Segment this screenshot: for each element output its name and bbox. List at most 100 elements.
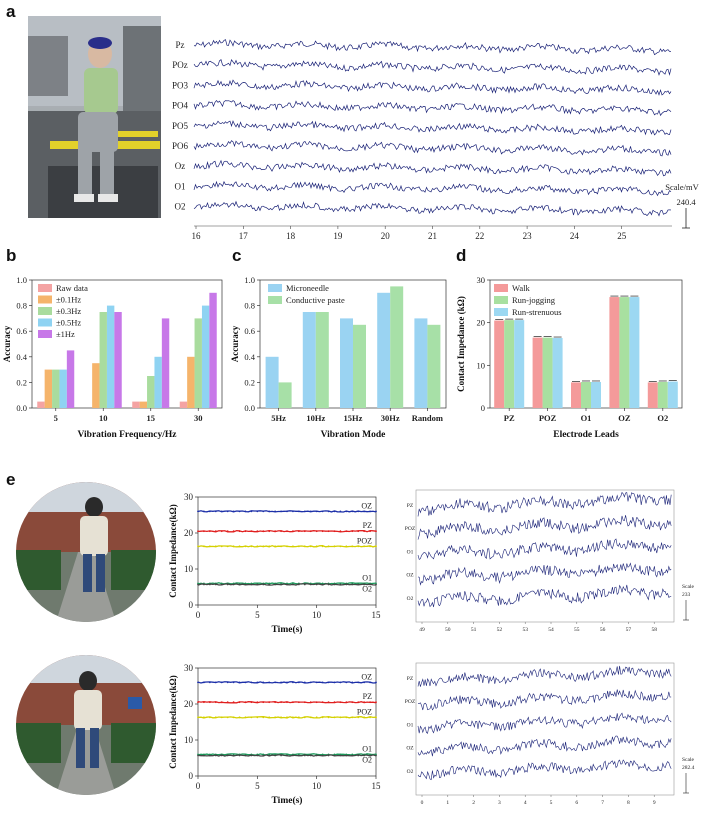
series-point-oz [363, 510, 366, 513]
series-point-pz [357, 530, 360, 533]
series-point-oz [220, 510, 223, 513]
bar-03hz-5 [52, 369, 60, 408]
legend-swatch [38, 318, 52, 327]
series-point-o2 [268, 754, 271, 757]
series-point-pz [303, 701, 306, 704]
series-point-oz [256, 510, 259, 513]
x-tick-label: 20 [381, 231, 391, 241]
series-point-oz [280, 510, 282, 513]
panel-a-eeg-plot: Pz POz PO3 PO4 PO5 PO6 Oz O1 O2 16 17 18 19 20 21 22 23 2… [172, 39, 700, 241]
series-point-oz [321, 510, 324, 513]
plot-frame [415, 489, 675, 623]
bar-05hz-5 [59, 369, 67, 408]
bar-microneedle-random [414, 318, 428, 408]
series-point-o2 [214, 754, 217, 757]
series-point-poz [309, 716, 312, 719]
x-tick-label: 10 [99, 413, 108, 423]
channel-label-po5: PO5 [172, 121, 189, 131]
series-point-poz [220, 716, 223, 719]
bar-conductivepaste-15hz [353, 324, 366, 408]
bar-runstrenuous-poz [552, 338, 563, 408]
series-point-o2 [345, 754, 348, 757]
series-point-poz [363, 716, 366, 719]
series-point-oz [369, 510, 371, 513]
series-point-pz [333, 701, 336, 704]
y-tick-label: 0.0 [244, 403, 255, 413]
series-point-o2 [327, 583, 330, 586]
series-point-poz [203, 716, 205, 719]
series-point-o2 [292, 583, 294, 586]
bar-conductivepaste-30hz [390, 286, 404, 408]
series-point-o2 [203, 754, 205, 757]
series-point-pz [220, 530, 223, 533]
y-tick-label: 10 [184, 564, 194, 574]
bar-runjogging-o1 [581, 381, 591, 408]
bar-conductivepaste-random [427, 324, 441, 408]
legend-label: Conductive paste [286, 295, 345, 305]
legend-swatch [38, 307, 52, 315]
series-point-o2 [214, 583, 217, 586]
channel-label-oz: OZ [406, 746, 414, 752]
channel-label-o1: O1 [407, 722, 414, 728]
scale-label: Scale [682, 584, 694, 590]
channel-label-o2: O2 [407, 769, 414, 775]
x-tick-label: 23 [523, 231, 533, 241]
series-point-poz [303, 716, 306, 719]
series-point-o2 [357, 754, 360, 757]
bar-runstrenuous-o2 [667, 381, 678, 408]
series-point-oz [208, 510, 211, 513]
series-point-poz [238, 545, 241, 548]
series-point-oz [303, 681, 306, 684]
x-tick-label: 15 [372, 610, 382, 620]
series-point-oz [238, 681, 241, 684]
series-point-pz [369, 530, 371, 533]
series-point-oz [262, 510, 265, 513]
series-point-o2 [303, 583, 306, 586]
series-point-pz [292, 530, 294, 533]
series-point-o2 [363, 754, 366, 757]
bar-conductivepaste-5hz [278, 382, 292, 408]
x-tick-label: 15 [147, 413, 156, 423]
series-point-o2 [309, 583, 312, 586]
legend-swatch [494, 284, 508, 292]
series-point-poz [351, 716, 354, 719]
series-point-oz [309, 681, 312, 684]
series-point-o2 [303, 754, 306, 757]
bar-runjogging-poz [542, 337, 553, 408]
x-tick-label: O1 [581, 413, 592, 423]
series-point-oz [244, 681, 247, 684]
series-point-oz [327, 681, 330, 684]
x-tick-label: 53 [522, 627, 528, 633]
panel-label-b: b [6, 246, 17, 265]
x-tick-label: 18 [286, 231, 296, 241]
legend-swatch [38, 284, 52, 292]
eeg-trace-o2 [193, 200, 672, 217]
x-tick-label: 30 [194, 413, 203, 423]
series-point-o2 [268, 583, 271, 586]
eeg-trace-po3 [193, 79, 672, 96]
series-point-pz [286, 530, 288, 533]
series-point-o2 [274, 583, 277, 586]
y-tick-label: 1.0 [16, 275, 27, 285]
legend-label: ±0.5Hz [56, 318, 81, 328]
series-point-pz [303, 530, 306, 533]
series-point-oz [238, 510, 241, 513]
series-point-poz [214, 545, 217, 548]
x-tick-label: 16 [192, 231, 202, 241]
y-axis-title: Accuracy [230, 325, 240, 362]
x-tick-label: 0 [421, 800, 424, 806]
scale-label: Scale/mV [665, 182, 699, 192]
series-point-oz [327, 510, 330, 513]
series-point-o2 [345, 583, 348, 586]
series-point-o2 [280, 754, 282, 757]
bar-01hz-10 [92, 363, 100, 408]
series-point-pz [375, 530, 377, 533]
series-point-poz [232, 545, 235, 548]
series-point-oz [292, 510, 294, 513]
series-point-poz [232, 716, 235, 719]
eeg-trace-oz [193, 159, 672, 177]
series-point-oz [375, 681, 377, 684]
channel-label-po6: PO6 [172, 141, 189, 151]
series-point-poz [280, 545, 282, 548]
series-point-oz [321, 681, 324, 684]
